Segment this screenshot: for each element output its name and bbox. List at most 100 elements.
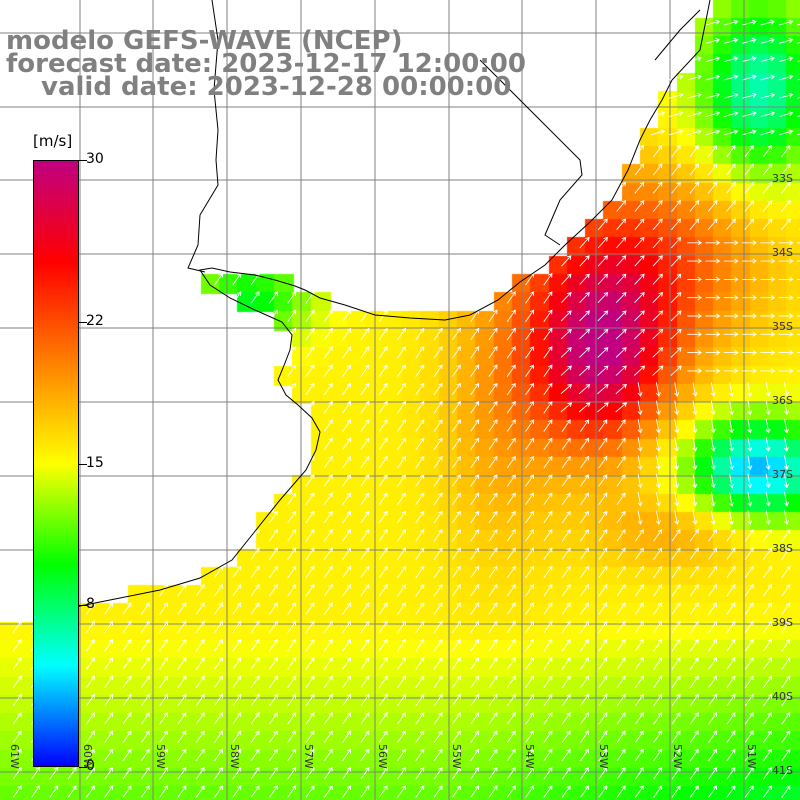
wind-arrow [470, 400, 480, 414]
wind-arrow [451, 638, 461, 652]
wind-arrow [580, 748, 589, 762]
wind-arrow [433, 419, 443, 432]
wind-arrow [710, 437, 716, 452]
wind-arrow [268, 693, 278, 707]
wind-arrow [561, 510, 571, 524]
latitude-label: 34S [772, 246, 793, 259]
wind-arrow [705, 276, 721, 282]
wind-arrow [580, 712, 589, 725]
wind-arrow [451, 620, 461, 634]
wind-arrow [747, 510, 753, 525]
wind-arrow [433, 583, 443, 597]
wind-arrow [561, 419, 571, 432]
wind-arrow [783, 382, 789, 397]
wind-arrow [765, 455, 771, 471]
wind-arrow [560, 347, 572, 358]
wind-arrow [760, 56, 776, 63]
wind-arrow [342, 638, 352, 652]
wind-arrow [67, 766, 77, 780]
wind-arrow [561, 766, 571, 780]
wind-arrow [543, 510, 553, 524]
wind-arrow [378, 712, 388, 725]
wind-arrow [742, 129, 757, 136]
wind-arrow [140, 785, 150, 798]
wind-arrow [726, 785, 736, 798]
wind-arrow [747, 400, 753, 416]
wind-arrow [726, 638, 736, 652]
wind-arrow [543, 712, 553, 725]
wind-arrow [214, 785, 223, 798]
wind-arrow [705, 331, 721, 337]
wind-arrow [360, 638, 370, 652]
wind-arrow [525, 492, 535, 505]
wind-arrow [742, 92, 757, 99]
wind-arrow [342, 346, 352, 359]
wind-arrow [692, 473, 698, 489]
wind-arrow [323, 657, 333, 670]
wind-arrow [760, 350, 776, 356]
wind-arrow [781, 766, 791, 780]
wind-arrow [650, 129, 666, 136]
wind-arrow [580, 474, 589, 487]
wind-arrow [726, 181, 736, 194]
wind-arrow [579, 328, 591, 340]
wind-arrow [177, 712, 187, 725]
wind-arrow [85, 730, 95, 743]
wind-arrow [525, 437, 535, 451]
wind-arrow [195, 602, 205, 615]
wind-arrow [378, 419, 388, 432]
wind-arrow [360, 748, 370, 762]
wind-arrow [433, 327, 443, 341]
wind-arrow [726, 766, 736, 780]
wind-arrow [451, 474, 461, 487]
wind-arrow [287, 657, 297, 670]
wind-arrow [122, 638, 132, 652]
wind-arrow [560, 402, 573, 413]
wind-arrow [342, 547, 352, 560]
wind-arrow [488, 712, 498, 725]
wind-arrow [671, 638, 681, 652]
wind-arrow [765, 473, 771, 489]
wind-arrow [615, 347, 627, 358]
colorbar-tick-label: 15 [86, 454, 104, 471]
wind-arrow [579, 236, 590, 249]
wind-arrow [783, 473, 789, 489]
wind-arrow [159, 675, 169, 688]
wind-arrow [633, 328, 646, 340]
wind-arrow [250, 529, 260, 542]
wind-arrow [598, 748, 608, 762]
wind-arrow [397, 766, 406, 780]
colorbar-tickmark [79, 463, 87, 465]
wind-arrow [268, 510, 278, 524]
wind-arrow [689, 163, 700, 176]
wind-arrow [360, 510, 370, 524]
wind-arrow [378, 766, 388, 780]
colorbar-tickmark [79, 321, 87, 323]
wind-arrow [525, 327, 535, 341]
wind-arrow [747, 382, 753, 397]
wind-arrow [689, 547, 699, 560]
wind-arrow [268, 529, 278, 542]
wind-arrow [305, 492, 315, 505]
wind-arrow [708, 547, 718, 560]
wind-arrow [360, 602, 370, 615]
wind-arrow [378, 492, 388, 505]
wind-arrow [525, 620, 535, 634]
wind-arrow [561, 474, 571, 487]
wind-arrow [415, 327, 425, 341]
wind-arrow [671, 712, 681, 725]
wind-arrow [726, 657, 736, 670]
wind-arrow [397, 583, 406, 597]
wind-arrow [726, 693, 736, 707]
wind-arrow [674, 437, 680, 452]
wind-arrow [742, 295, 757, 301]
wind-arrow [616, 547, 626, 560]
wind-arrow [760, 129, 776, 136]
wind-arrow [652, 365, 664, 376]
wind-arrow [305, 346, 315, 359]
wind-arrow [525, 291, 535, 304]
wind-arrow [634, 638, 644, 652]
wind-arrow [744, 712, 754, 725]
colorbar-tick-label: 8 [86, 596, 95, 613]
wind-arrow [671, 144, 681, 158]
